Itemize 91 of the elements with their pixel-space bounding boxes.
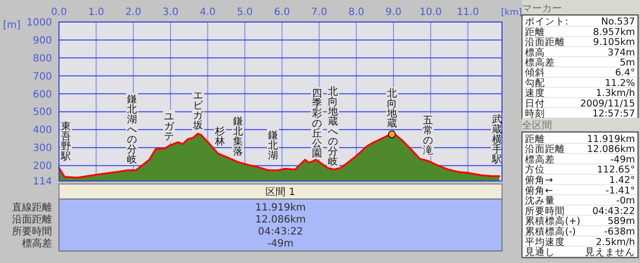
annotation: 鎌北湖への分岐 xyxy=(127,94,137,166)
text: 04:43:22 xyxy=(258,226,303,238)
text: -638m xyxy=(604,226,635,238)
text: 沿面距離 xyxy=(525,143,565,156)
text: 1.42° xyxy=(609,175,635,186)
annotation: 東吾野駅 xyxy=(60,120,71,162)
text: 標高差 xyxy=(525,56,555,68)
text: 累積標高(-) xyxy=(525,226,576,238)
text: 見えません xyxy=(585,247,635,258)
text: 日付 xyxy=(525,98,545,110)
text: 俯角→ xyxy=(525,174,553,186)
text: 標高 xyxy=(525,46,545,58)
text: 平均速度 xyxy=(525,236,565,248)
text: 傾斜 xyxy=(525,66,545,79)
y-tick-label: 600 xyxy=(32,89,52,100)
text: 所要時間 xyxy=(12,226,52,238)
text: 沿面距離 xyxy=(525,36,565,48)
annotation: 武蔵横手駅 xyxy=(491,114,502,166)
y-tick-label: 300 xyxy=(32,143,52,154)
text: 沿面距離 xyxy=(12,214,52,226)
text: 沈み量 xyxy=(525,194,555,207)
annotation: 鎌北湖 xyxy=(268,130,278,162)
text: -49m xyxy=(610,154,635,166)
x-tick-label: 5.0 xyxy=(236,7,253,18)
y-tick-label: 1000 xyxy=(26,18,52,28)
text: 距離 xyxy=(525,132,545,145)
x-tick-label: 1.0 xyxy=(88,7,104,18)
text: 2009/11/15 xyxy=(580,98,635,110)
text: 見通し xyxy=(525,246,555,258)
text: 11.919km xyxy=(587,134,635,145)
text: 8.957km xyxy=(593,26,635,38)
text: 時刻 xyxy=(525,108,545,120)
text: 6.4° xyxy=(615,68,635,79)
y-tick-label: 800 xyxy=(32,53,52,64)
x-tick-label: 4.0 xyxy=(200,7,216,18)
x-tick-label: 7.0 xyxy=(311,7,328,18)
x-tick-label: 10.0 xyxy=(420,7,442,18)
text: 標高差 xyxy=(525,153,555,166)
annotation: 四季彩の丘公園 xyxy=(312,88,322,160)
text: -0m xyxy=(616,196,635,207)
text: 標高差 xyxy=(22,238,52,250)
text: 5m xyxy=(620,58,635,68)
text: 589m xyxy=(608,216,635,228)
text: 区間 1 xyxy=(266,187,296,198)
x-tick-label: 3.0 xyxy=(162,7,178,18)
y-axis-title: [m] xyxy=(3,20,21,31)
y-tick-label: 700 xyxy=(32,71,52,82)
y-tick-label: 114 xyxy=(32,176,52,188)
text: 11.919km xyxy=(255,202,306,214)
annotation: ユガテ xyxy=(164,112,175,142)
annotation: 杉林 xyxy=(214,126,225,148)
text: 全区間 xyxy=(522,120,552,132)
text: No.537 xyxy=(601,16,635,28)
x-tick-label: 8.0 xyxy=(348,7,364,18)
text: 方位 xyxy=(525,164,545,176)
text: -49m xyxy=(267,238,294,250)
text: 9.105km xyxy=(593,37,635,48)
y-tick-label: 400 xyxy=(32,125,52,136)
text: 2.5km/h xyxy=(596,236,635,248)
y-tick-label: 500 xyxy=(32,107,52,118)
text: 直線距離 xyxy=(12,202,52,214)
text: マーカー xyxy=(522,4,562,14)
x-tick-label: 2.0 xyxy=(125,7,142,18)
text: 距離 xyxy=(525,26,545,38)
text: 1.3km/h xyxy=(596,88,635,100)
text: 04:43:22 xyxy=(592,206,635,217)
annotation: 北向地蔵 xyxy=(386,88,397,130)
text: 374m xyxy=(608,47,635,58)
annotation: 五常の滝 xyxy=(423,116,433,156)
text: 11.2% xyxy=(604,78,635,89)
y-tick-label: 200 xyxy=(32,161,52,172)
annotation: 北向地蔵への分岐 xyxy=(327,86,338,168)
x-tick-label: 0.0 xyxy=(51,7,67,18)
text: 勾配 xyxy=(525,76,545,89)
text: ポイント: xyxy=(525,16,568,28)
annotation: エビガ坂 xyxy=(192,90,204,132)
text: 累積標高(+) xyxy=(525,215,580,228)
text: 所要時間 xyxy=(525,204,565,217)
text: -1.41° xyxy=(606,185,635,196)
annotation: 鎌北集落 xyxy=(233,116,243,158)
text: 俯角← xyxy=(525,184,553,196)
y-tick-label: 900 xyxy=(32,35,52,46)
x-tick-label: 6.0 xyxy=(274,7,290,18)
x-tick-label: 11.0 xyxy=(456,7,479,18)
x-axis-title: [km] xyxy=(501,8,522,18)
text: 速度 xyxy=(525,87,545,100)
text: 12.086km xyxy=(587,144,635,156)
text: 12:57:57 xyxy=(592,108,635,120)
text: 112.65° xyxy=(597,164,635,176)
x-tick-label: 9.0 xyxy=(386,7,402,18)
text: 12.086km xyxy=(255,214,306,226)
